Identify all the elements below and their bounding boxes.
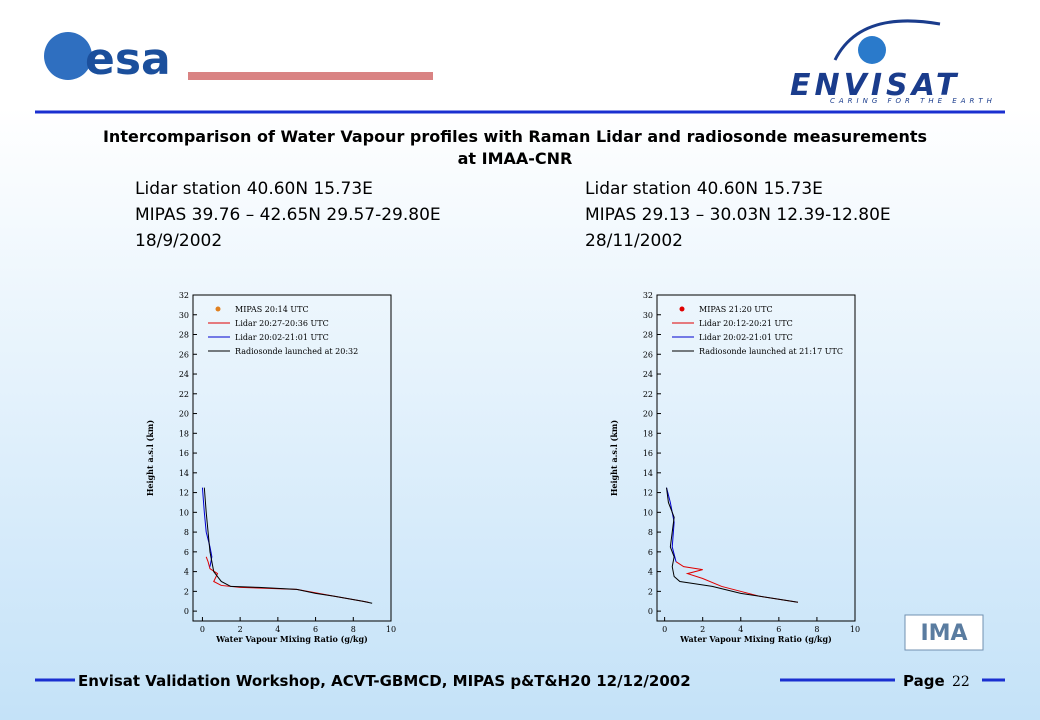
y-axis-label: Height a.s.l (km) [145,420,155,496]
y-tick-label: 32 [643,291,653,300]
envisat-tagline: CARING FOR THE EARTH [830,97,996,105]
caption-line: 28/11/2002 [585,231,683,251]
y-tick-label: 20 [643,410,653,419]
caption-line: MIPAS 29.13 – 30.03N 12.39-12.80E [585,205,891,225]
y-tick-label: 4 [648,568,653,577]
legend-label: MIPAS 21:20 UTC [699,305,773,314]
y-tick-label: 24 [643,370,653,379]
x-tick-label: 4 [738,625,743,634]
flags [188,72,433,80]
legend-marker [215,306,221,312]
envisat-logo: ENVISAT [790,68,960,103]
y-tick-label: 20 [179,410,189,419]
y-tick-label: 18 [643,429,653,438]
captions: Lidar station 40.60N 15.73E MIPAS 39.76 –… [135,179,891,251]
y-tick-label: 2 [184,587,189,596]
y-axis-label: Height a.s.l (km) [609,420,619,496]
y-tick-label: 30 [643,311,653,320]
esa-logo-globe [44,32,92,80]
profile-line [675,561,798,603]
y-tick-label: 28 [643,331,653,340]
y-tick-label: 18 [179,429,189,438]
y-tick-label: 14 [643,469,653,478]
x-tick-label: 2 [238,625,243,634]
y-tick-label: 14 [179,469,189,478]
profile-line [666,487,798,603]
x-axis-label: Water Vapour Mixing Ratio (g/kg) [215,634,368,644]
y-tick-label: 12 [179,489,189,498]
legend-label: Radiosonde launched at 21:17 UTC [699,347,843,356]
x-axis-label: Water Vapour Mixing Ratio (g/kg) [679,634,832,644]
caption-line: MIPAS 39.76 – 42.65N 29.57-29.80E [135,205,441,225]
envisat-swoosh [833,19,941,61]
x-tick-label: 0 [662,625,667,634]
title-box: Intercomparison of Water Vapour profiles… [102,127,928,168]
y-tick-label: 24 [179,370,189,379]
legend-marker [679,306,685,312]
y-tick-label: 26 [643,350,653,359]
y-tick-label: 32 [179,291,189,300]
x-tick-label: 10 [850,625,860,634]
y-tick-label: 4 [184,568,189,577]
y-tick-label: 0 [184,607,189,616]
y-tick-label: 10 [643,508,653,517]
x-tick-label: 2 [700,625,705,634]
x-tick-label: 0 [200,625,205,634]
y-tick-label: 0 [648,607,653,616]
legend-label: Lidar 20:12-20:21 UTC [699,319,793,328]
x-tick-label: 4 [275,625,280,634]
y-tick-label: 30 [179,311,189,320]
y-tick-label: 8 [184,528,189,537]
legend-label: Lidar 20:02-21:01 UTC [699,333,793,342]
y-tick-label: 16 [179,449,189,458]
y-tick-label: 22 [643,390,653,399]
y-tick-label: 22 [179,390,189,399]
ima-logo: IMA [920,621,967,646]
x-tick-label: 8 [351,625,356,634]
profile-line [203,487,373,604]
y-tick-label: 6 [648,548,653,557]
legend-label: MIPAS 20:14 UTC [235,305,309,314]
y-tick-label: 28 [179,331,189,340]
y-tick-label: 6 [184,548,189,557]
legend-label: Radiosonde launched at 20:32 [235,347,358,356]
footer-page-label: Page [903,672,945,690]
envisat-globe [858,36,886,64]
legend-label: Lidar 20:27-20:36 UTC [235,319,329,328]
x-tick-label: 10 [386,625,396,634]
caption-line: Lidar station 40.60N 15.73E [585,179,823,199]
footer-text: Envisat Validation Workshop, ACVT-GBMCD,… [78,672,691,690]
ima-logo-box [904,614,984,651]
esa-logo: esa [85,34,171,85]
caption-line: 18/9/2002 [135,231,222,251]
y-tick-label: 8 [648,528,653,537]
profile-line [666,487,677,562]
legend-label: Lidar 20:02-21:01 UTC [235,333,329,342]
y-tick-label: 2 [648,587,653,596]
x-tick-label: 6 [313,625,318,634]
caption-line: Lidar station 40.60N 15.73E [135,179,373,199]
plot-frame [192,294,392,622]
footer-page-number: 22 [952,674,970,690]
x-tick-label: 8 [814,625,819,634]
y-tick-label: 16 [643,449,653,458]
y-tick-label: 12 [643,489,653,498]
y-tick-label: 10 [179,508,189,517]
slide-title: Intercomparison of Water Vapour profiles… [102,127,928,168]
y-tick-label: 26 [179,350,189,359]
x-tick-label: 6 [776,625,781,634]
plot-frame [656,294,856,622]
